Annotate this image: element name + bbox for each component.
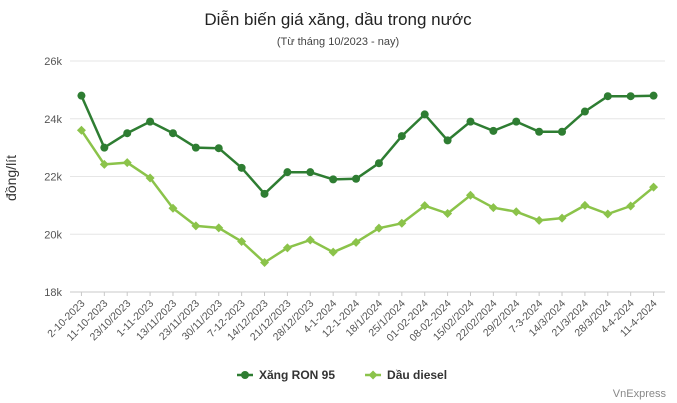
data-point[interactable]: [260, 258, 270, 268]
data-point[interactable]: [191, 143, 200, 152]
data-point[interactable]: [443, 208, 453, 218]
data-point[interactable]: [123, 129, 132, 138]
legend-label: Xăng RON 95: [259, 368, 335, 382]
data-point[interactable]: [168, 203, 178, 213]
series-line: [80, 129, 655, 264]
legend: Xăng RON 95 Dầu diesel: [237, 368, 447, 382]
gridlines: [70, 60, 665, 293]
credit-text: VnExpress: [613, 388, 667, 400]
data-point[interactable]: [99, 159, 109, 169]
data-point[interactable]: [603, 209, 613, 219]
data-point[interactable]: [465, 190, 475, 200]
series-xăng-ron-95: [77, 91, 658, 198]
data-point[interactable]: [214, 223, 224, 233]
data-point[interactable]: [489, 126, 498, 135]
data-point[interactable]: [100, 143, 109, 152]
data-point[interactable]: [420, 201, 430, 211]
data-point[interactable]: [306, 168, 315, 177]
data-point[interactable]: [237, 163, 246, 172]
data-point[interactable]: [512, 117, 521, 126]
data-point[interactable]: [626, 201, 636, 211]
data-point[interactable]: [214, 144, 223, 153]
data-point[interactable]: [649, 91, 658, 100]
data-point[interactable]: [351, 237, 361, 247]
data-point[interactable]: [511, 207, 521, 217]
y-axis-label: đồng/lít: [3, 155, 19, 201]
chart-title: Diễn biến giá xăng, dầu trong nước: [204, 10, 472, 29]
data-point[interactable]: [466, 117, 475, 126]
series-dầu-diesel: [76, 125, 659, 268]
legend-item[interactable]: Dầu diesel: [365, 368, 447, 382]
data-point[interactable]: [374, 159, 383, 168]
x-axis-ticks: 2-10-202311-10-202323/10/20231-11-202313…: [45, 292, 660, 344]
data-point[interactable]: [283, 168, 292, 177]
data-point[interactable]: [145, 173, 155, 183]
chart-subtitle: (Từ tháng 10/2023 - nay): [277, 36, 399, 48]
data-point[interactable]: [77, 91, 86, 100]
data-point[interactable]: [626, 92, 635, 101]
data-point[interactable]: [535, 127, 544, 136]
y-tick-label: 18k: [44, 287, 62, 299]
data-point[interactable]: [328, 247, 338, 257]
data-point[interactable]: [260, 189, 269, 198]
data-point[interactable]: [397, 132, 406, 141]
data-point[interactable]: [397, 218, 407, 228]
data-point[interactable]: [191, 221, 201, 231]
data-point[interactable]: [282, 243, 292, 253]
data-point[interactable]: [558, 127, 567, 136]
y-tick-label: 26k: [44, 56, 62, 68]
data-point[interactable]: [420, 110, 429, 119]
legend-label: Dầu diesel: [387, 368, 447, 382]
series-group: [76, 91, 659, 268]
y-axis-ticks: 18k 20k 22k 24k 26k: [44, 56, 62, 299]
series-line: [80, 94, 654, 196]
data-point[interactable]: [146, 117, 155, 126]
data-point[interactable]: [580, 107, 589, 116]
data-point[interactable]: [305, 235, 315, 245]
y-tick-label: 24k: [44, 114, 62, 126]
data-point[interactable]: [374, 223, 384, 233]
y-tick-label: 22k: [44, 172, 62, 184]
data-point[interactable]: [329, 175, 338, 184]
data-point[interactable]: [443, 136, 452, 145]
data-point[interactable]: [580, 200, 590, 210]
data-point[interactable]: [168, 129, 177, 138]
data-point[interactable]: [122, 158, 132, 168]
legend-marker: [241, 371, 249, 379]
y-tick-label: 20k: [44, 229, 62, 241]
data-point[interactable]: [488, 203, 498, 213]
data-point[interactable]: [76, 125, 86, 135]
data-point[interactable]: [557, 213, 567, 223]
data-point[interactable]: [603, 92, 612, 101]
data-point[interactable]: [534, 215, 544, 225]
data-point[interactable]: [649, 182, 659, 192]
data-point[interactable]: [237, 236, 247, 246]
legend-item[interactable]: Xăng RON 95: [237, 368, 335, 382]
data-point[interactable]: [352, 174, 361, 183]
legend-marker: [368, 370, 378, 380]
